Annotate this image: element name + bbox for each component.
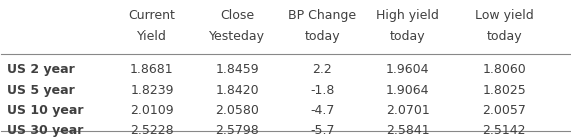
Text: Current: Current bbox=[128, 9, 175, 22]
Text: US 2 year: US 2 year bbox=[7, 63, 75, 76]
Text: -5.7: -5.7 bbox=[310, 124, 335, 137]
Text: 1.8060: 1.8060 bbox=[482, 63, 526, 76]
Text: -4.7: -4.7 bbox=[310, 104, 335, 117]
Text: High yield: High yield bbox=[376, 9, 439, 22]
Text: 1.9604: 1.9604 bbox=[386, 63, 429, 76]
Text: 1.9064: 1.9064 bbox=[386, 84, 429, 97]
Text: 2.0580: 2.0580 bbox=[215, 104, 259, 117]
Text: 1.8681: 1.8681 bbox=[130, 63, 174, 76]
Text: 2.5841: 2.5841 bbox=[386, 124, 429, 137]
Text: -1.8: -1.8 bbox=[310, 84, 335, 97]
Text: Yield: Yield bbox=[137, 30, 167, 43]
Text: 2.5798: 2.5798 bbox=[215, 124, 259, 137]
Text: 1.8459: 1.8459 bbox=[215, 63, 259, 76]
Text: today: today bbox=[486, 30, 522, 43]
Text: 2.5142: 2.5142 bbox=[482, 124, 526, 137]
Text: 1.8025: 1.8025 bbox=[482, 84, 526, 97]
Text: 2.0701: 2.0701 bbox=[386, 104, 429, 117]
Text: 2.0109: 2.0109 bbox=[130, 104, 174, 117]
Text: Low yield: Low yield bbox=[475, 9, 534, 22]
Text: BP Change: BP Change bbox=[288, 9, 356, 22]
Text: US 10 year: US 10 year bbox=[7, 104, 83, 117]
Text: 2.0057: 2.0057 bbox=[482, 104, 526, 117]
Text: US 30 year: US 30 year bbox=[7, 124, 83, 137]
Text: Close: Close bbox=[220, 9, 254, 22]
Text: today: today bbox=[304, 30, 340, 43]
Text: today: today bbox=[390, 30, 425, 43]
Text: 1.8239: 1.8239 bbox=[130, 84, 174, 97]
Text: Yesteday: Yesteday bbox=[209, 30, 265, 43]
Text: 2.2: 2.2 bbox=[312, 63, 332, 76]
Text: 1.8420: 1.8420 bbox=[215, 84, 259, 97]
Text: US 5 year: US 5 year bbox=[7, 84, 75, 97]
Text: 2.5228: 2.5228 bbox=[130, 124, 174, 137]
